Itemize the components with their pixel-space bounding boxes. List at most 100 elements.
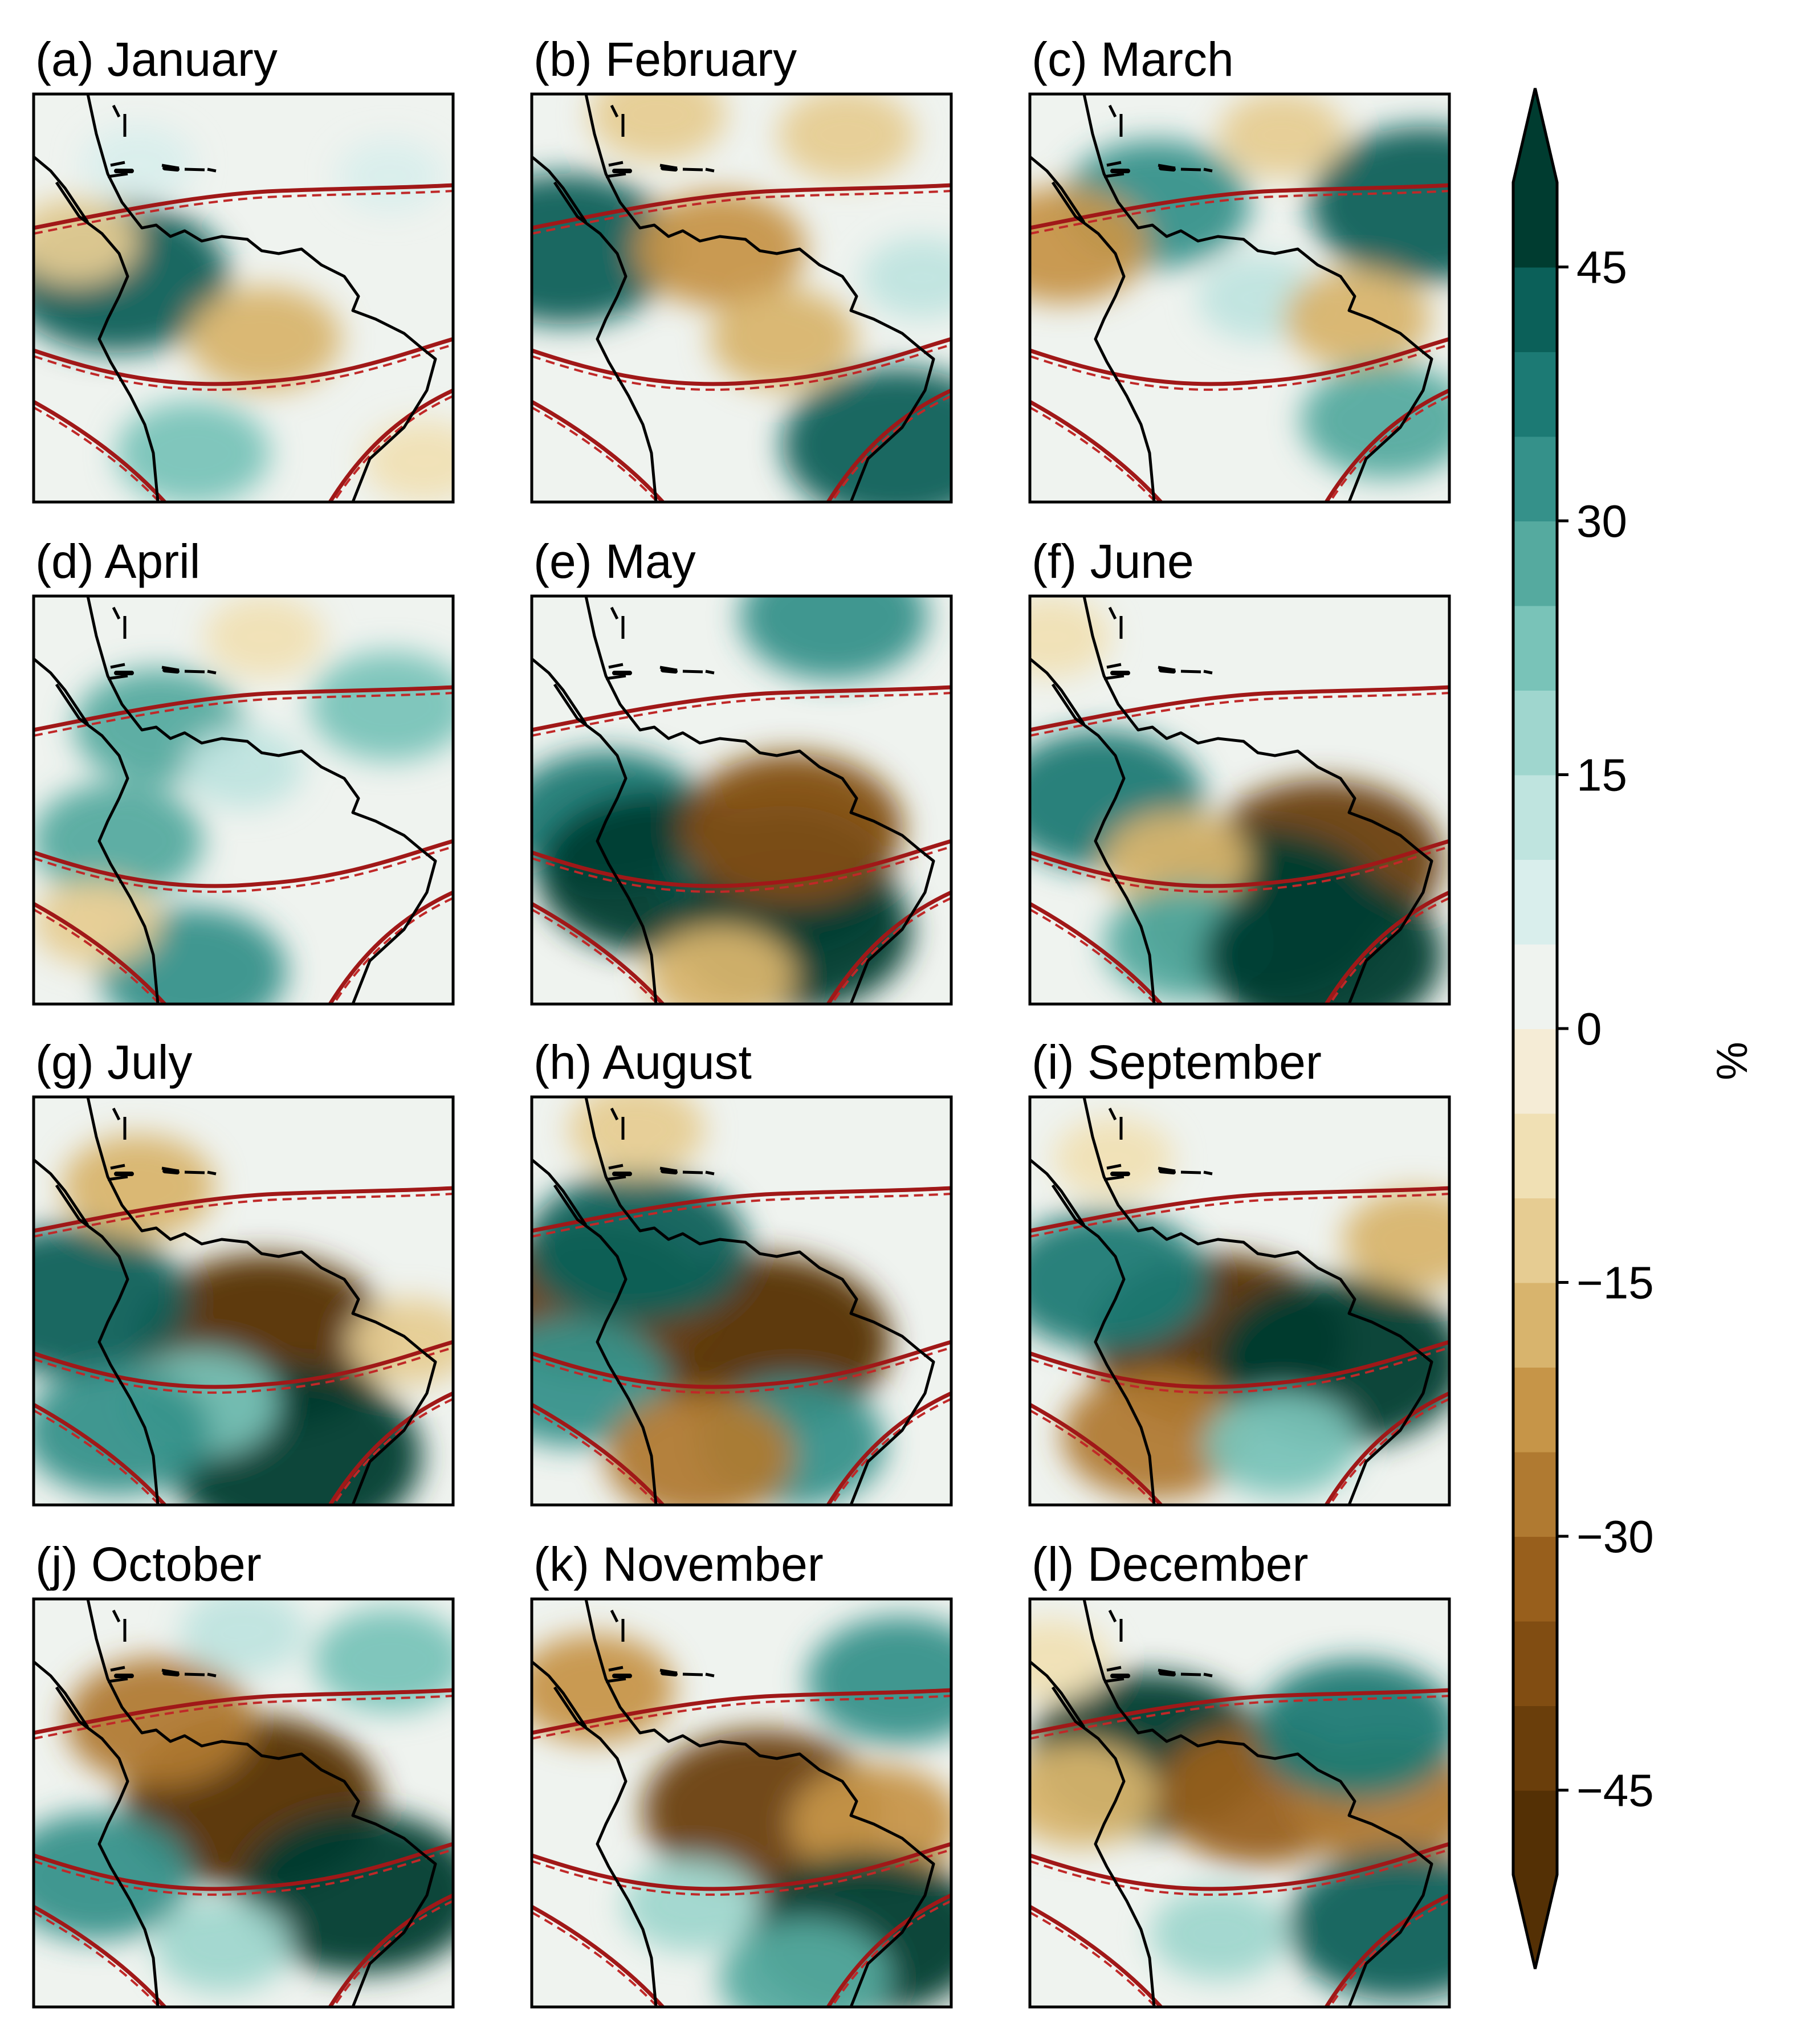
map-panel: (k) November (530, 1537, 953, 2009)
panel-frame (1028, 594, 1451, 1006)
anomaly-blob (154, 1899, 291, 1993)
map-panel: (i) September (1028, 1035, 1451, 1507)
panel-frame (530, 1597, 953, 2009)
zonal-boundary-lines (532, 1688, 951, 2007)
anomaly-blob (34, 879, 160, 966)
panel-title: (b) February (533, 32, 797, 86)
panel-title: (f) June (1032, 535, 1194, 588)
zonal-boundary-lines (532, 685, 951, 1004)
panel-frame (32, 92, 455, 504)
colorbar-level (1513, 1451, 1557, 1537)
anomaly-blob (309, 651, 453, 761)
map-panel: (d) April (32, 535, 455, 1006)
panel-title: (d) April (35, 535, 200, 588)
anomaly-blob (62, 1134, 215, 1239)
anomaly-blob (782, 367, 951, 502)
colorbar-level (1513, 605, 1557, 691)
colorbar-level (1513, 1029, 1557, 1114)
panel-title: (g) July (35, 1035, 192, 1089)
anomaly-blob (34, 1812, 191, 1941)
colorbar-extend-min (1513, 1874, 1558, 1969)
anomaly-blob (862, 236, 951, 319)
anomaly-field (532, 94, 951, 502)
colorbar-tick-label: 30 (1576, 496, 1627, 546)
panel-frame (530, 92, 953, 504)
map-panel: (g) July (32, 1035, 455, 1507)
colorbar-extend-max (1513, 88, 1558, 183)
anomaly-blob (1030, 1619, 1111, 1701)
anomaly-field (532, 1097, 891, 1505)
anomaly-blob (1287, 1850, 1449, 2001)
colorbar-level (1513, 1621, 1557, 1706)
anomaly-blob (635, 191, 806, 308)
anomaly-blob (34, 1367, 212, 1496)
anomaly-blob (1061, 1372, 1250, 1500)
zonal-boundary-lines (532, 1186, 951, 1505)
colorbar-tick-label: 15 (1576, 750, 1627, 801)
anomaly-blob (82, 125, 195, 202)
colorbar-level (1513, 1282, 1557, 1368)
colorbar-outline (1511, 88, 1559, 1969)
map-panel: (f) June (1028, 535, 1451, 1006)
anomaly-blob (1218, 94, 1345, 178)
colorbar-level (1513, 436, 1557, 521)
colorbar-level (1513, 1790, 1557, 1875)
anomaly-blob (1150, 1887, 1287, 1980)
anomaly-blob (710, 288, 857, 389)
anomaly-blob (204, 596, 324, 678)
zonal-boundary-lines (34, 685, 453, 1004)
zonal-boundary-lines (34, 1688, 453, 2007)
anomaly-blob (719, 1920, 890, 2007)
colorbar-level (1513, 1113, 1557, 1198)
anomaly-field (1030, 1619, 1449, 2001)
anomaly-blob (1030, 1742, 1158, 1847)
panel-title: (k) November (533, 1537, 824, 1591)
colorbar-level (1513, 774, 1557, 860)
anomaly-blob (364, 421, 453, 502)
anomaly-blob (532, 1172, 748, 1324)
colorbar-tick-label: −45 (1576, 1765, 1654, 1816)
zonal-boundary-lines (1030, 1186, 1449, 1505)
anomaly-blob (1030, 186, 1149, 303)
colorbar-level (1513, 690, 1557, 776)
panel-frame (530, 594, 953, 1006)
colorbar: −45 −30 −15 0 15 30 45 % (1511, 88, 1757, 1969)
colorbar-level (1513, 521, 1557, 606)
anomaly-blob (568, 1097, 705, 1176)
panel-title: (c) March (1032, 32, 1234, 86)
zonal-boundary-lines (1030, 1688, 1449, 2007)
anomaly-blob (1204, 1391, 1359, 1496)
panel-frame (1028, 1597, 1451, 2009)
zonal-boundary-lines (1030, 183, 1449, 502)
map-panel: (h) August (530, 1035, 953, 1507)
anomaly-blob (622, 1858, 760, 1952)
colorbar-level (1513, 182, 1557, 268)
anomaly-field (532, 596, 928, 1004)
anomaly-blob (34, 782, 203, 899)
map-panel: (e) May (530, 535, 953, 1006)
map-panel: (a) January (32, 32, 455, 504)
colorbar-level (1513, 267, 1557, 352)
panel-frame (1028, 92, 1451, 504)
colorbar-tick-label: −30 (1576, 1511, 1654, 1562)
anomaly-blob (778, 94, 915, 182)
map-panel: (j) October (32, 1537, 455, 2009)
colorbar-level (1513, 1367, 1557, 1453)
anomaly-blob (1054, 1117, 1174, 1199)
panel-frame (530, 1095, 953, 1507)
colorbar-level (1513, 352, 1557, 437)
colorbar-level (1513, 1706, 1557, 1791)
anomaly-blob (1254, 1659, 1449, 1800)
anomaly-blob (647, 925, 794, 1004)
panel-frame (32, 1095, 455, 1507)
colorbar-tick-label: −15 (1576, 1258, 1654, 1308)
panel-title: (h) August (533, 1035, 752, 1089)
zonal-boundary-lines (34, 183, 453, 502)
panel-title: (j) October (35, 1537, 262, 1591)
anomaly-field (34, 1134, 453, 1505)
map-panel: (b) February (530, 32, 953, 504)
panel-title: (e) May (533, 535, 696, 588)
anomaly-blob (1342, 1189, 1449, 1290)
anomaly-field (1030, 596, 1444, 1004)
panel-title: (i) September (1032, 1035, 1322, 1089)
